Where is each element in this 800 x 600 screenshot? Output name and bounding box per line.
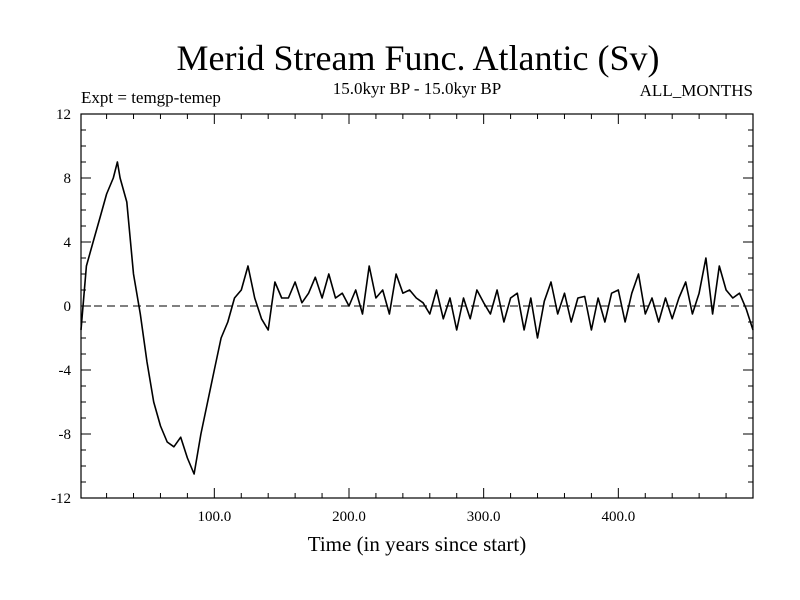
x-tick-label: 300.0 (467, 509, 501, 525)
plot-area: -12 -8 -4 0 4 8 12 100.0 200.0 300.0 400.0 (51, 107, 754, 525)
y-tick-label: 4 (64, 235, 72, 251)
x-axis-label: Time (in years since start) (308, 532, 527, 556)
y-tick-label: 0 (64, 299, 72, 315)
x-tick-label: 400.0 (601, 509, 635, 525)
series-line (80, 161, 754, 475)
y-tick-label: 12 (56, 107, 71, 123)
experiment-label: Expt = temgp-temep (81, 88, 221, 107)
y-tick-label: 8 (64, 171, 72, 187)
x-tick-label: 200.0 (332, 509, 366, 525)
y-tick-label: -12 (51, 491, 71, 507)
y-tick-label: -4 (59, 363, 72, 379)
months-label: ALL_MONTHS (640, 81, 753, 100)
chart-subtitle: 15.0kyr BP - 15.0kyr BP (333, 79, 501, 98)
chart-title: Merid Stream Func. Atlantic (Sv) (177, 38, 660, 78)
y-tick-label: -8 (59, 427, 72, 443)
x-tick-label: 100.0 (197, 509, 231, 525)
